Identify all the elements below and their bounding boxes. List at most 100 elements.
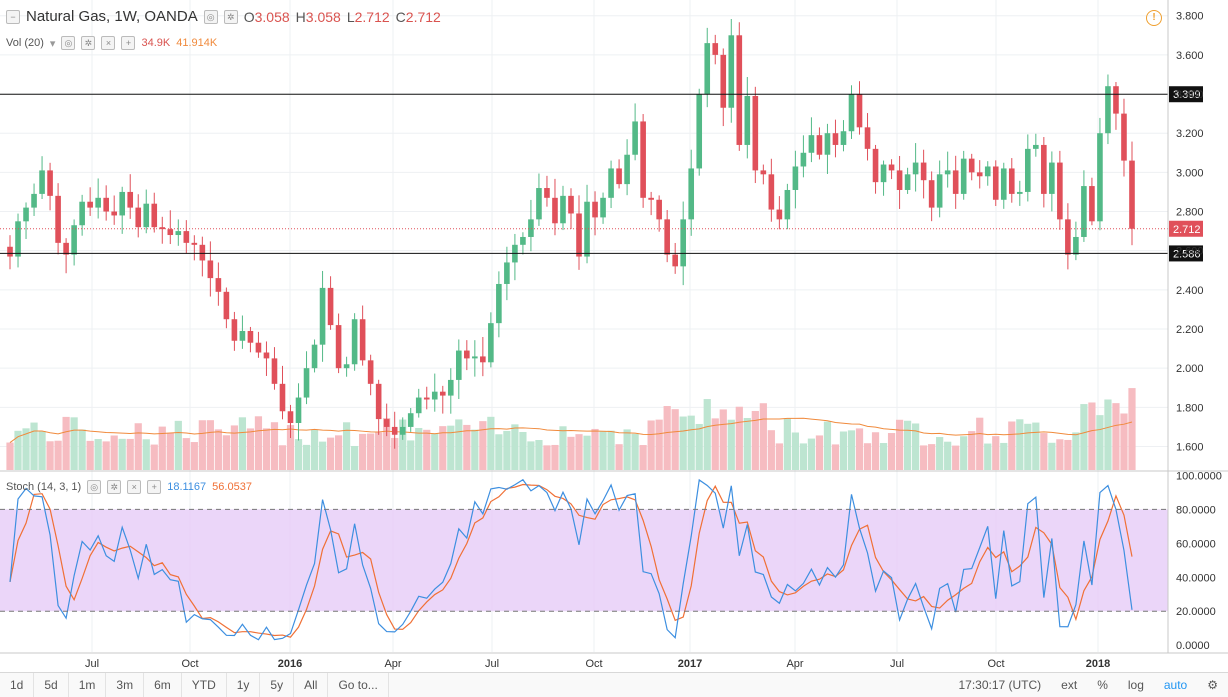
price-tick-label: 2.200 — [1176, 324, 1204, 336]
candle-body — [784, 189, 791, 220]
range-ytd[interactable]: YTD — [182, 673, 227, 697]
volume-bar — [230, 425, 239, 470]
volume-bar — [1104, 399, 1112, 470]
range-all[interactable]: All — [294, 673, 329, 697]
range-5d[interactable]: 5d — [34, 673, 69, 697]
candle-body — [175, 231, 182, 236]
volume-bar — [367, 433, 375, 470]
volume-bar — [1008, 421, 1016, 470]
candle-body — [968, 158, 975, 173]
candle-body — [143, 203, 150, 228]
volume-bar — [1040, 433, 1048, 470]
range-3m[interactable]: 3m — [106, 673, 145, 697]
volume-bar — [142, 439, 150, 470]
symbol-legend: − Natural Gas, 1W, OANDA ◎ ✲ O3.058 H3.0… — [6, 8, 441, 25]
stoch-title[interactable]: Stoch (14, 3, 1) — [6, 481, 82, 493]
volume-bar — [487, 416, 495, 470]
price-tick-label: 2.800 — [1176, 207, 1204, 219]
volume-bar — [944, 441, 952, 470]
ext-toggle[interactable]: ext — [1061, 678, 1078, 692]
volume-bar — [318, 441, 327, 470]
volume-bar — [278, 445, 287, 470]
candle-body — [183, 231, 190, 243]
range-1d[interactable]: 1d — [0, 673, 35, 697]
volume-bar — [6, 442, 14, 470]
collapse-icon[interactable]: − — [6, 9, 20, 24]
candle-body — [464, 350, 470, 359]
chart-area[interactable]: 3.399 2.586 2.712 3.800 3.600 3.400 3.200 3.00… — [0, 0, 1228, 672]
range-5y[interactable]: 5y — [260, 673, 295, 697]
open-value: 3.058 — [254, 8, 290, 25]
candle-body — [712, 43, 719, 55]
close-icon[interactable]: × — [101, 36, 116, 50]
candle-body — [824, 133, 831, 155]
percent-toggle[interactable]: % — [1097, 678, 1108, 692]
volume-bar — [214, 429, 222, 470]
candle-body — [1008, 168, 1015, 194]
visibility-icon[interactable]: ◎ — [61, 36, 76, 50]
visibility-icon[interactable]: ◎ — [203, 9, 218, 24]
log-toggle[interactable]: log — [1127, 678, 1144, 692]
close-icon[interactable]: × — [127, 480, 142, 494]
gear-icon[interactable]: ⚙ — [1207, 678, 1218, 692]
candle-body — [1129, 160, 1135, 229]
goto-button[interactable]: Go to... — [328, 673, 389, 697]
symbol-title[interactable]: Natural Gas, 1W, OANDA — [26, 8, 198, 25]
candle-body — [71, 225, 77, 255]
candle-body — [848, 94, 855, 132]
volume-bar — [887, 433, 896, 470]
candle-body — [215, 278, 222, 292]
settings-icon[interactable]: ✲ — [107, 480, 122, 494]
volume-bar — [535, 439, 543, 470]
range-6m[interactable]: 6m — [144, 673, 182, 697]
candle-body — [704, 43, 711, 95]
candle-body — [624, 154, 630, 185]
volume-bar — [1048, 442, 1056, 470]
candle-body — [15, 221, 21, 257]
volume-bar — [78, 429, 86, 470]
volume-bar — [431, 433, 439, 470]
volume-title[interactable]: Vol (20) — [6, 37, 44, 49]
price-chart-canvas[interactable]: 3.399 2.586 2.712 3.800 3.600 3.400 3.200 3.00… — [0, 0, 1228, 672]
level-price-tag — [1169, 86, 1203, 103]
stoch-tick-label: 80.0000 — [1176, 504, 1216, 516]
volume-bar — [198, 420, 206, 470]
range-1y[interactable]: 1y — [227, 673, 261, 697]
time-tick-label: Jul — [85, 658, 99, 670]
volume-bar — [118, 438, 126, 470]
range-1m[interactable]: 1m — [69, 673, 107, 697]
volume-bar — [855, 428, 864, 470]
volume-bar — [615, 444, 623, 470]
visibility-icon[interactable]: ◎ — [87, 480, 102, 494]
volume-bar — [262, 428, 271, 470]
volume-bar — [423, 429, 431, 470]
candle-body — [544, 188, 550, 198]
volume-bar — [807, 438, 816, 470]
candle-body — [776, 209, 783, 220]
auto-toggle[interactable]: auto — [1163, 678, 1188, 692]
candle-body — [736, 35, 743, 145]
stoch-tick-label: 40.0000 — [1176, 572, 1216, 584]
current-price-label: 2.712 — [1173, 224, 1201, 236]
volume-bar — [206, 420, 214, 470]
volume-bar — [735, 406, 743, 470]
candle-body — [95, 197, 101, 208]
alert-icon[interactable]: ! — [1146, 10, 1162, 26]
settings-icon[interactable]: ✲ — [81, 36, 96, 50]
candle-body — [1057, 162, 1063, 220]
more-icon[interactable]: + — [121, 36, 136, 50]
dropdown-icon[interactable]: ▾ — [49, 37, 56, 50]
candle-body — [1121, 113, 1127, 161]
candle-body — [303, 368, 310, 398]
volume-bar — [102, 441, 110, 470]
candle-body — [415, 397, 422, 414]
candle-body — [1049, 162, 1055, 194]
more-icon[interactable]: + — [147, 480, 162, 494]
candle-body — [367, 360, 374, 384]
candle-body — [664, 219, 670, 255]
volume-bar — [286, 425, 295, 470]
time-tick-label: 2016 — [278, 658, 302, 670]
volume-bar — [912, 423, 920, 470]
volume-bar — [310, 429, 319, 470]
settings-icon[interactable]: ✲ — [223, 9, 238, 24]
